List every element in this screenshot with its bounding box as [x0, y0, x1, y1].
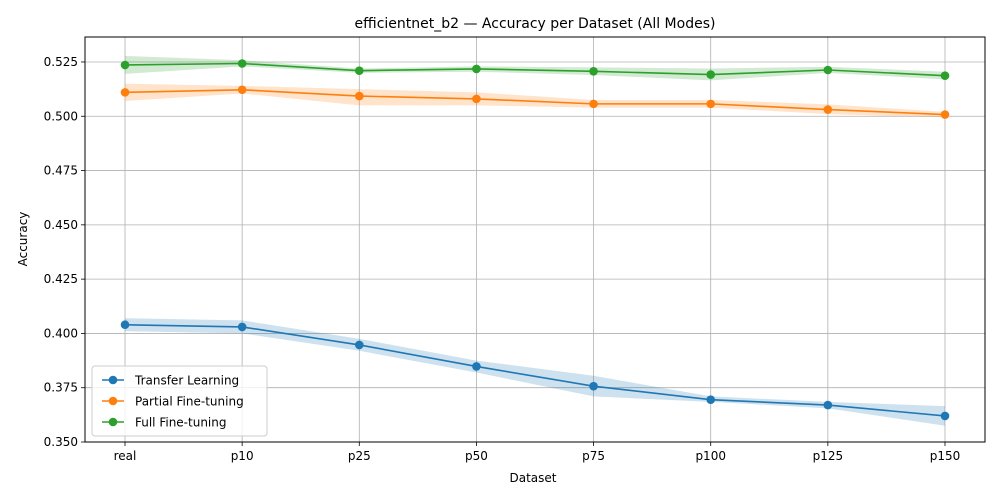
y-tick-label: 0.525 — [44, 55, 78, 69]
data-point — [706, 70, 716, 79]
legend-label: Partial Fine-tuning — [135, 395, 244, 409]
data-point — [823, 105, 833, 114]
data-point — [354, 91, 364, 101]
data-point — [120, 60, 130, 70]
y-tick-label: 0.400 — [44, 326, 78, 340]
data-point — [237, 85, 247, 95]
data-point — [354, 340, 364, 350]
legend: Transfer Learning Partial Fine-tuning Full… — [91, 365, 268, 437]
series-band-1 — [125, 83, 945, 118]
y-tick-label: 0.500 — [44, 109, 78, 123]
x-tick-label: p10 — [231, 449, 254, 463]
data-point — [706, 395, 716, 404]
data-point — [472, 94, 481, 104]
series-band-0 — [125, 318, 945, 426]
data-point — [589, 381, 598, 391]
y-tick-label: 0.425 — [44, 272, 78, 286]
data-point — [120, 320, 130, 330]
series-band-2 — [125, 55, 945, 81]
data-point — [472, 64, 481, 74]
x-axis-title: Dataset — [510, 471, 557, 485]
x-tick-label: p25 — [348, 449, 371, 463]
x-tick-label: real — [114, 449, 137, 463]
y-tick-label: 0.475 — [44, 164, 78, 178]
x-tick-label: p125 — [813, 449, 844, 463]
series-line-0 — [124, 323, 946, 417]
series-line-1 — [124, 88, 946, 116]
data-point — [940, 71, 950, 80]
data-point — [237, 322, 247, 332]
data-point — [120, 88, 130, 97]
data-point — [472, 362, 481, 371]
data-point — [237, 59, 247, 68]
series-points — [120, 59, 950, 421]
data-point — [589, 67, 598, 76]
plot-frame — [84, 36, 986, 443]
data-point — [823, 400, 833, 410]
confidence-bands — [125, 55, 945, 426]
x-tick-label: p75 — [582, 449, 605, 463]
data-point — [354, 66, 364, 75]
legend-box — [91, 365, 268, 437]
data-point — [589, 99, 598, 109]
data-point — [706, 99, 716, 109]
x-axis-ticks: real p10 p25 p50 p75 p100 p125 p150 — [114, 442, 961, 463]
data-point — [940, 411, 950, 421]
legend-marker — [108, 375, 118, 385]
y-tick-label: 0.375 — [44, 381, 78, 395]
legend-marker — [108, 417, 118, 427]
chart-title: efficientnet_b2 — Accuracy per Dataset (… — [355, 16, 716, 32]
series-line-2 — [124, 62, 946, 77]
data-point — [940, 110, 950, 119]
series-lines — [124, 62, 946, 417]
x-tick-label: p100 — [695, 449, 726, 463]
y-tick-label: 0.350 — [44, 435, 78, 449]
legend-marker — [108, 396, 118, 406]
legend-label: Full Fine-tuning — [135, 416, 227, 430]
y-axis-ticks: 0.350 0.375 0.400 0.425 0.450 0.475 0.500 0.525 — [44, 55, 85, 449]
data-point — [823, 65, 833, 75]
x-tick-label: p150 — [930, 449, 961, 463]
x-tick-label: p50 — [465, 449, 488, 463]
y-tick-label: 0.450 — [44, 218, 78, 232]
legend-label: Transfer Learning — [134, 374, 239, 388]
y-axis-title: Accuracy — [16, 212, 30, 267]
